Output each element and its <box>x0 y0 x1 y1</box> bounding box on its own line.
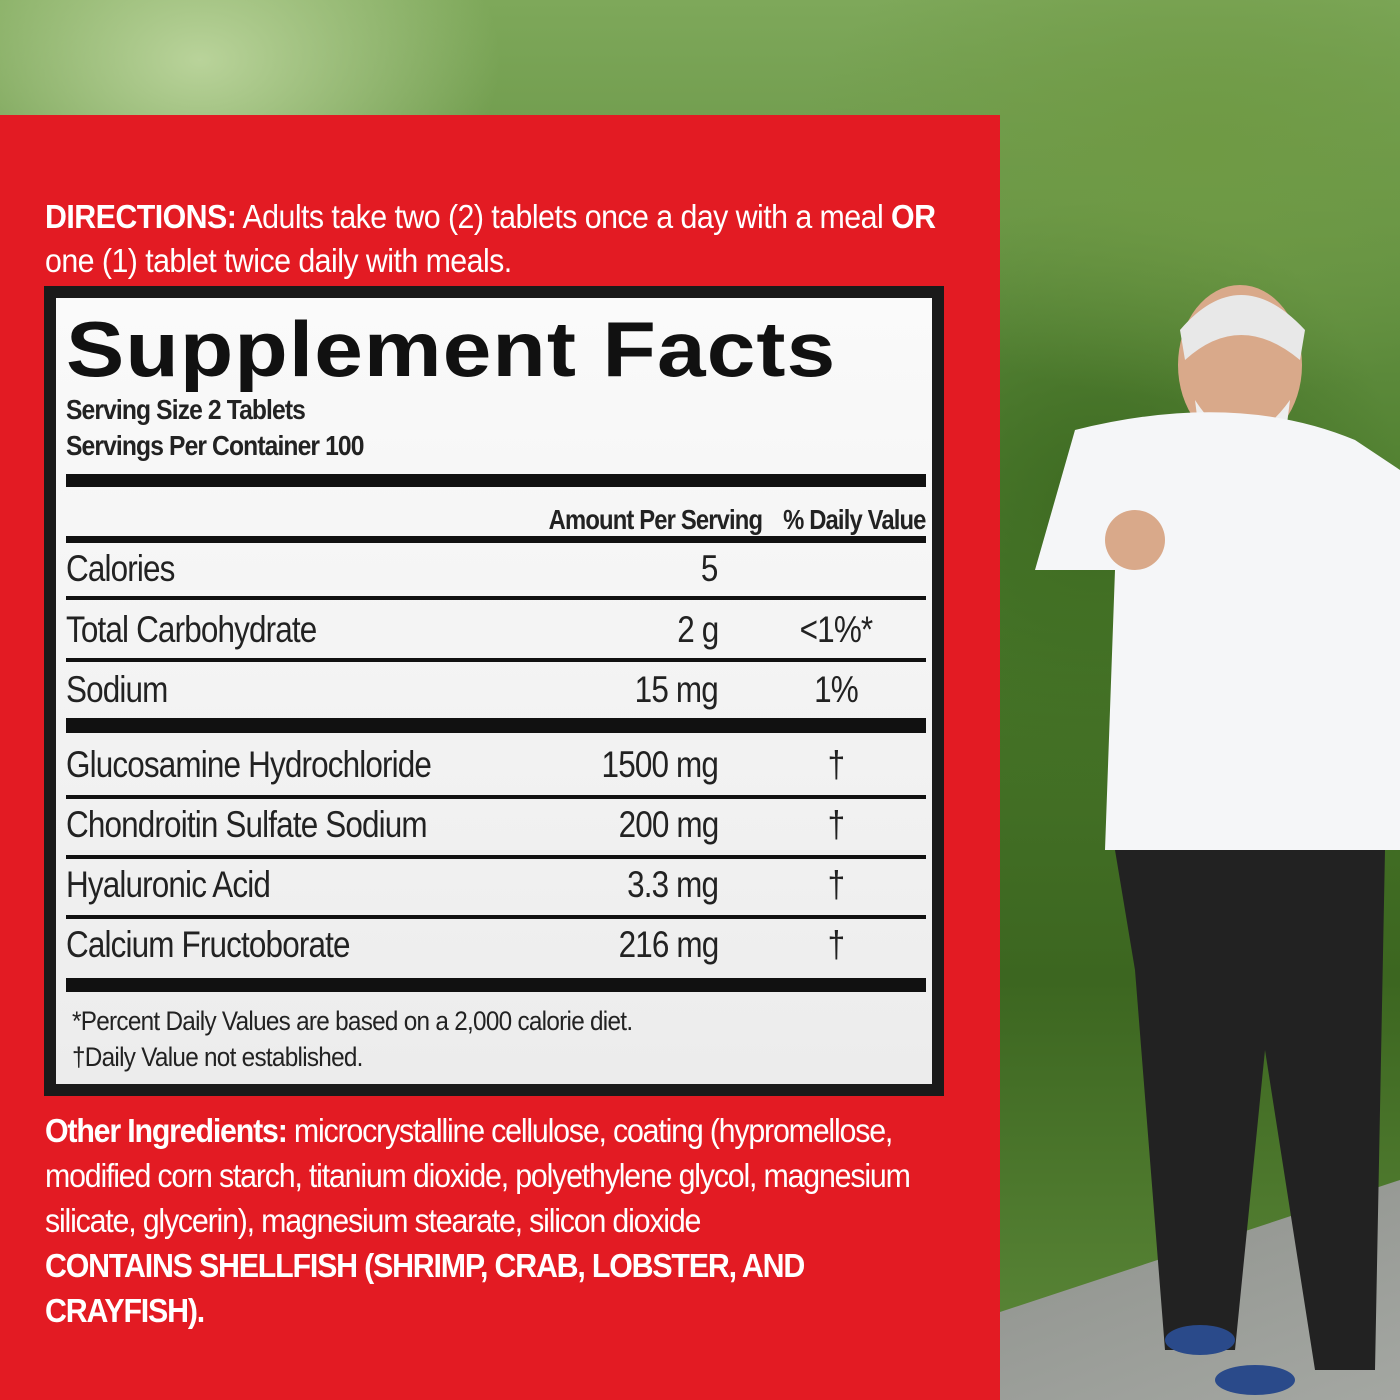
nutrient-row: Chondroitin Sulfate Sodium 200 mg † <box>66 804 926 854</box>
nutrient-name: Glucosamine Hydrochloride <box>66 744 432 785</box>
col-dv-header: % Daily Value <box>783 504 927 535</box>
directions-body: Adults take two (2) tablets once a day w… <box>236 198 892 235</box>
servings-per-container: Servings Per Container 100 <box>66 430 364 461</box>
divider <box>66 718 926 733</box>
nutrient-dv: † <box>827 864 845 905</box>
nutrient-name: Total Carbohydrate <box>66 609 317 650</box>
other-ingredients-label: Other Ingredients: <box>45 1112 288 1149</box>
serving-size: Serving Size 2 Tablets <box>66 394 306 425</box>
divider <box>66 474 926 487</box>
nutrient-row: Hyaluronic Acid 3.3 mg † <box>66 864 926 914</box>
divider <box>66 978 926 992</box>
directions-label: DIRECTIONS: <box>45 198 237 235</box>
nutrient-dv: † <box>827 804 845 845</box>
nutrient-amount: 5 <box>701 548 718 589</box>
facts-title: Supplement Facts <box>66 305 837 393</box>
other-ingredients-text: Other Ingredients: microcrystalline cell… <box>45 1108 965 1333</box>
nutrient-amount: 216 mg <box>618 924 719 965</box>
nutrient-name: Sodium <box>66 669 168 710</box>
nutrient-name: Hyaluronic Acid <box>66 864 271 905</box>
other-ingredients-body: microcrystalline cellulose, coating (hyp… <box>45 1112 911 1239</box>
nutrient-dv: † <box>827 744 845 785</box>
supplement-facts-label: Supplement Facts Serving Size 2 Tablets … <box>44 286 944 1096</box>
nutrient-amount: 15 mg <box>634 669 719 710</box>
nutrient-name: Calories <box>66 548 175 589</box>
divider <box>66 596 926 600</box>
nutrient-row: Total Carbohydrate 2 g <1%* <box>66 609 926 659</box>
footnote-daily-values: *Percent Daily Values are based on a 2,0… <box>72 1006 633 1036</box>
nutrient-name: Chondroitin Sulfate Sodium <box>66 804 428 845</box>
nutrient-row: Sodium 15 mg 1% <box>66 669 926 719</box>
nutrient-dv: † <box>827 924 845 965</box>
divider <box>66 915 926 919</box>
jogging-man-photo <box>1035 285 1400 1395</box>
nutrient-row: Calories 5 <box>66 548 926 598</box>
divider <box>66 795 926 799</box>
nutrient-name: Calcium Fructoborate <box>66 924 350 965</box>
divider <box>66 658 926 662</box>
nutrient-amount: 200 mg <box>618 804 719 845</box>
nutrient-amount: 3.3 mg <box>626 864 719 905</box>
allergen-warning: CONTAINS SHELLFISH (SHRIMP, CRAB, LOBSTE… <box>45 1247 805 1329</box>
nutrient-amount: 2 g <box>676 609 719 650</box>
nutrient-row: Glucosamine Hydrochloride 1500 mg † <box>66 744 926 794</box>
directions-or: OR <box>891 198 936 235</box>
nutrient-dv: <1%* <box>799 609 874 650</box>
footnote-not-established: †Daily Value not established. <box>72 1042 363 1072</box>
divider <box>66 855 926 859</box>
nutrient-amount: 1500 mg <box>601 744 719 785</box>
directions-text: DIRECTIONS: Adults take two (2) tablets … <box>45 195 947 283</box>
divider <box>66 536 926 543</box>
nutrient-row: Calcium Fructoborate 216 mg † <box>66 924 926 974</box>
col-amount-header: Amount Per Serving <box>548 504 763 535</box>
nutrient-dv: 1% <box>814 669 859 710</box>
directions-body-2: one (1) tablet twice daily with meals. <box>45 242 512 279</box>
